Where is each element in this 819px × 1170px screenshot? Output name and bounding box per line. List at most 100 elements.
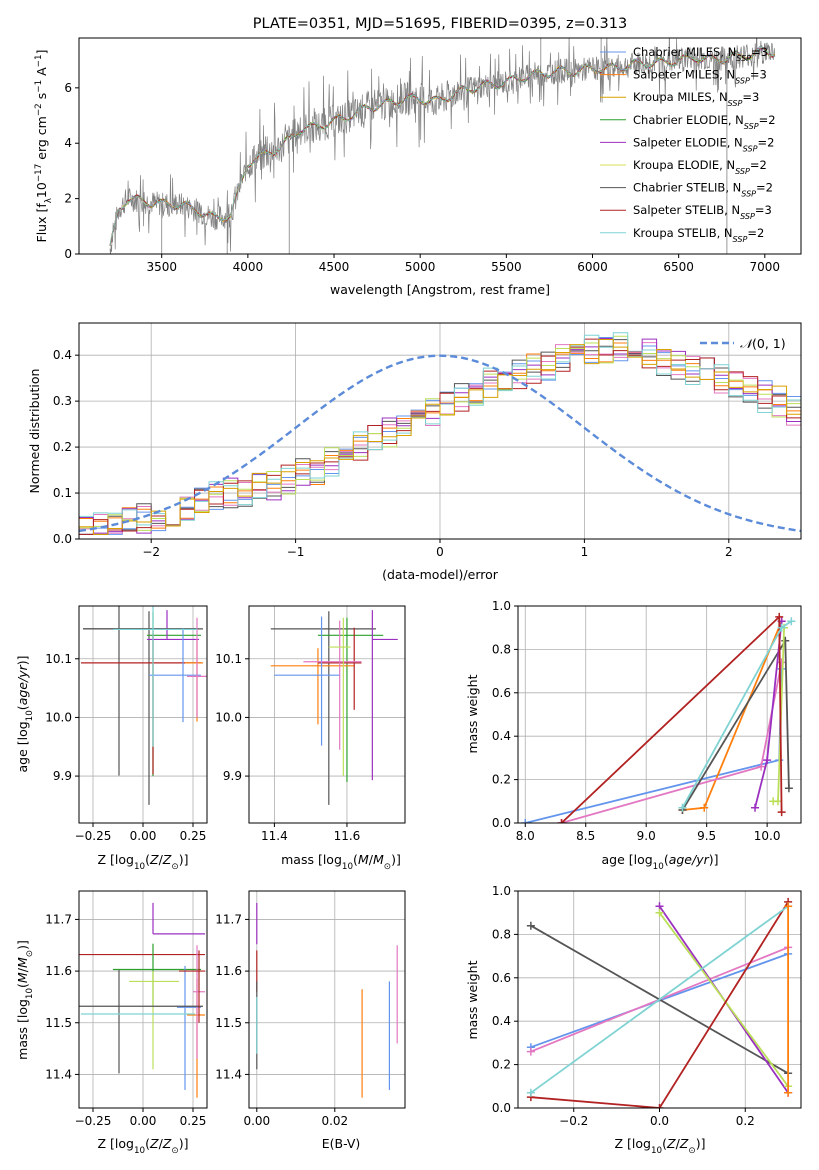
weight-marker — [526, 1047, 535, 1056]
x-tick-label: 10.0 — [754, 829, 781, 843]
x-tick-label: 4000 — [233, 260, 264, 274]
x-tick-label: 8.0 — [516, 829, 535, 843]
x-axis-label: Z [log10(Z/Z⊙)] — [98, 852, 189, 872]
weight-line-5 — [530, 901, 789, 1108]
x-tick-label: −2 — [142, 545, 160, 559]
weight-line-6 — [530, 905, 789, 1094]
y-tick-label: 11.5 — [215, 1016, 242, 1030]
x-tick-label: 0.25 — [180, 1114, 207, 1128]
x-tick-label: 5500 — [491, 260, 522, 274]
x-tick-label: 9.5 — [697, 829, 716, 843]
weight-marker — [787, 617, 796, 626]
weight-marker — [784, 1088, 793, 1097]
axes-frame — [78, 37, 802, 255]
y-tick-label: 6 — [64, 81, 72, 95]
panel-mass_vs_Z: −0.25 0.00 0.25 11.4 11.5 11.6 11.7 — [45, 890, 208, 1128]
weight-marker — [655, 908, 664, 917]
plot-area — [526, 897, 793, 1108]
axes-frame — [517, 890, 802, 1109]
x-tick-label: 0.00 — [130, 829, 157, 843]
legend: Chabrier MILES, NSSP=3 Salpeter MILES, NS… — [600, 45, 776, 243]
legend-label: 𝒩(0, 1) — [740, 336, 786, 351]
panel-age_vs_mass: 11.4 11.6 9.9 10.0 10.1 — [215, 605, 406, 843]
x-axis-label: mass [log10(M/M⊙)] — [281, 852, 401, 872]
legend-label: Chabrier MILES, NSSP=3 — [633, 45, 768, 63]
y-tick-label: 10.0 — [215, 710, 242, 724]
y-tick-label: 0.3 — [53, 394, 72, 408]
legend-label: Kroupa ELODIE, NSSP=2 — [633, 158, 767, 176]
x-axis-label: E(B-V) — [322, 1136, 361, 1151]
panel-spectrum: 3500 4000 4500 5000 5500 6000 6500 7000 0 2 4 6 Chab… — [64, 37, 802, 274]
legend-label: Chabrier ELODIE, NSSP=2 — [633, 113, 776, 131]
plot-area — [81, 606, 207, 805]
y-tick-label: 2 — [64, 192, 72, 206]
legend-label: Salpeter MILES, NSSP=3 — [633, 68, 767, 86]
weight-marker — [784, 902, 793, 911]
x-tick-label: −0.2 — [559, 1114, 588, 1128]
axes-frame — [248, 605, 406, 824]
legend-label: Kroupa STELIB, NSSP=2 — [633, 226, 764, 244]
y-tick-label: 10.1 — [45, 652, 72, 666]
y-tick-label: 0.6 — [492, 686, 511, 700]
x-tick-label: 11.4 — [261, 829, 288, 843]
weight-marker — [678, 803, 687, 812]
x-tick-label: 4500 — [319, 260, 350, 274]
figure-title: PLATE=0351, MJD=51695, FIBERID=0395, z=0… — [253, 16, 627, 32]
weight-marker — [781, 636, 790, 645]
axes-frame — [78, 890, 208, 1109]
x-tick-label: −0.25 — [75, 829, 112, 843]
model-line-8 — [109, 46, 776, 246]
y-tick-label: 11.4 — [45, 1067, 72, 1081]
x-tick-label: 0 — [436, 545, 444, 559]
panel-weight_vs_age: 8.0 8.5 9.0 9.5 10.0 0.0 0.2 0.4 0.6 0.8 1.0 — [492, 599, 802, 843]
x-axis-label: (data-model)/error — [382, 567, 499, 582]
plot-area — [270, 610, 398, 805]
x-tick-label: −1 — [287, 545, 305, 559]
histogram-kroupa_miles — [79, 338, 801, 535]
y-tick-label: 4 — [64, 136, 72, 150]
weight-line-4 — [658, 912, 789, 1087]
y-axis-label: mass weight — [465, 674, 480, 753]
axes-frame — [78, 605, 208, 824]
weight-marker — [775, 612, 784, 621]
y-tick-label: 1.0 — [492, 884, 511, 898]
x-tick-label: 0.02 — [321, 1114, 348, 1128]
y-tick-label: 0.8 — [492, 642, 511, 656]
plot-area — [79, 902, 205, 1098]
plot-area — [256, 902, 398, 1098]
y-tick-label: 10.1 — [215, 652, 242, 666]
x-tick-label: 6500 — [663, 260, 694, 274]
y-tick-label: 0.1 — [53, 486, 72, 500]
y-tick-label: 9.9 — [223, 769, 242, 783]
legend-label: Salpeter STELIB, NSSP=3 — [633, 203, 772, 221]
weight-marker — [777, 623, 786, 632]
y-tick-label: 0 — [64, 247, 72, 261]
y-tick-label: 0.4 — [492, 729, 511, 743]
x-tick-label: 0.00 — [130, 1114, 157, 1128]
x-tick-label: 1 — [581, 545, 589, 559]
y-tick-label: 11.6 — [45, 964, 72, 978]
weight-marker — [700, 803, 709, 812]
histogram-salpeter_stelib — [79, 338, 801, 535]
plot-area — [109, 38, 776, 254]
x-tick-label: 11.6 — [334, 829, 361, 843]
weight-line-0 — [525, 668, 783, 823]
x-axis-label: Z [log10(Z/Z⊙)] — [98, 1136, 189, 1156]
weight-marker — [784, 784, 793, 793]
weight-line-3 — [681, 637, 790, 811]
axes-frame — [78, 322, 802, 540]
y-axis-label: Normed distribution — [27, 369, 42, 494]
y-tick-label: 1.0 — [492, 599, 511, 613]
x-tick-label: −0.25 — [75, 1114, 112, 1128]
plot-area — [521, 612, 796, 823]
x-tick-label: 0.25 — [180, 829, 207, 843]
y-tick-label: 0.0 — [492, 1101, 511, 1115]
panel-residuals: −2 −1 0 1 2 0.0 0.1 0.2 0.3 0.4 𝒩(0, 1) — [53, 322, 802, 559]
legend-label: Kroupa MILES, NSSP=3 — [633, 90, 759, 108]
y-tick-label: 0.2 — [492, 773, 511, 787]
weight-marker — [526, 921, 535, 930]
weight-marker — [763, 756, 772, 765]
panel-age_vs_Z: −0.25 0.00 0.25 9.9 10.0 10.1 — [45, 605, 208, 843]
y-tick-label: 0.8 — [492, 927, 511, 941]
